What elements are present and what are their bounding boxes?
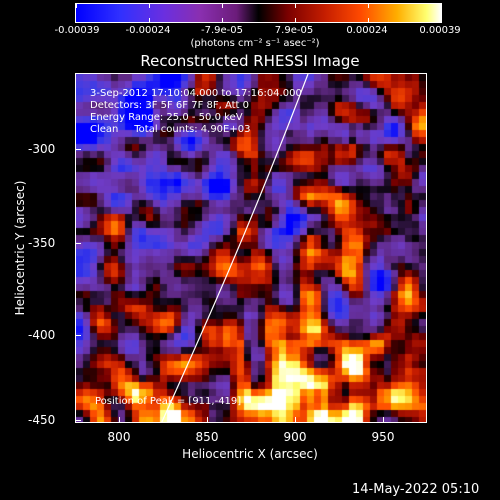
- time-range-text: 3-Sep-2012 17:10:04.000 to 17:16:04.000: [90, 88, 302, 99]
- clean-counts-text: Clean Total counts: 4.90E+03: [90, 124, 251, 135]
- colorbar-tick-label: 0.00024: [346, 25, 388, 36]
- x-tick-label: 800: [107, 430, 131, 444]
- reconstructed-image: 3-Sep-2012 17:10:04.000 to 17:16:04.000 …: [75, 73, 427, 423]
- x-tick-label: 950: [371, 430, 395, 444]
- x-axis-label: Heliocentric X (arcsec): [182, 447, 318, 461]
- heatmap-canvas: [76, 74, 426, 422]
- timestamp: 14-May-2022 05:10: [352, 482, 480, 497]
- y-tick-label: -350: [28, 236, 56, 250]
- colorbar-tick-label: -7.9e-05: [201, 25, 243, 36]
- colorbar-tick-label: 7.9e-05: [274, 25, 314, 36]
- colorbar-tick-label: -0.00024: [125, 25, 171, 36]
- image-title: Reconstructed RHESSI Image: [140, 52, 360, 70]
- y-tick-label: -450: [28, 413, 56, 427]
- detectors-text: Detectors: 3F 5F 6F 7F 8F, Att 0: [90, 100, 250, 111]
- y-tick-label: -400: [28, 328, 56, 342]
- colorbar-tick-label: -0.00039: [54, 25, 100, 36]
- colorbar-units: (photons cm⁻² s⁻¹ asec⁻²): [190, 38, 320, 49]
- colorbar-tick-label: 0.00039: [419, 25, 461, 36]
- colorbar: [75, 3, 442, 23]
- peak-position-text: Position of Peak = [911,-419]: [95, 396, 242, 407]
- x-tick-label: 900: [283, 430, 307, 444]
- y-tick-label: -300: [28, 142, 56, 156]
- energy-range-text: Energy Range: 25.0 - 50.0 keV: [90, 112, 243, 123]
- limb-overlay: [161, 74, 309, 422]
- x-tick-label: 850: [195, 430, 219, 444]
- y-axis-label: Heliocentric Y (arcsec): [13, 180, 27, 316]
- solar-limb-line: [161, 74, 309, 422]
